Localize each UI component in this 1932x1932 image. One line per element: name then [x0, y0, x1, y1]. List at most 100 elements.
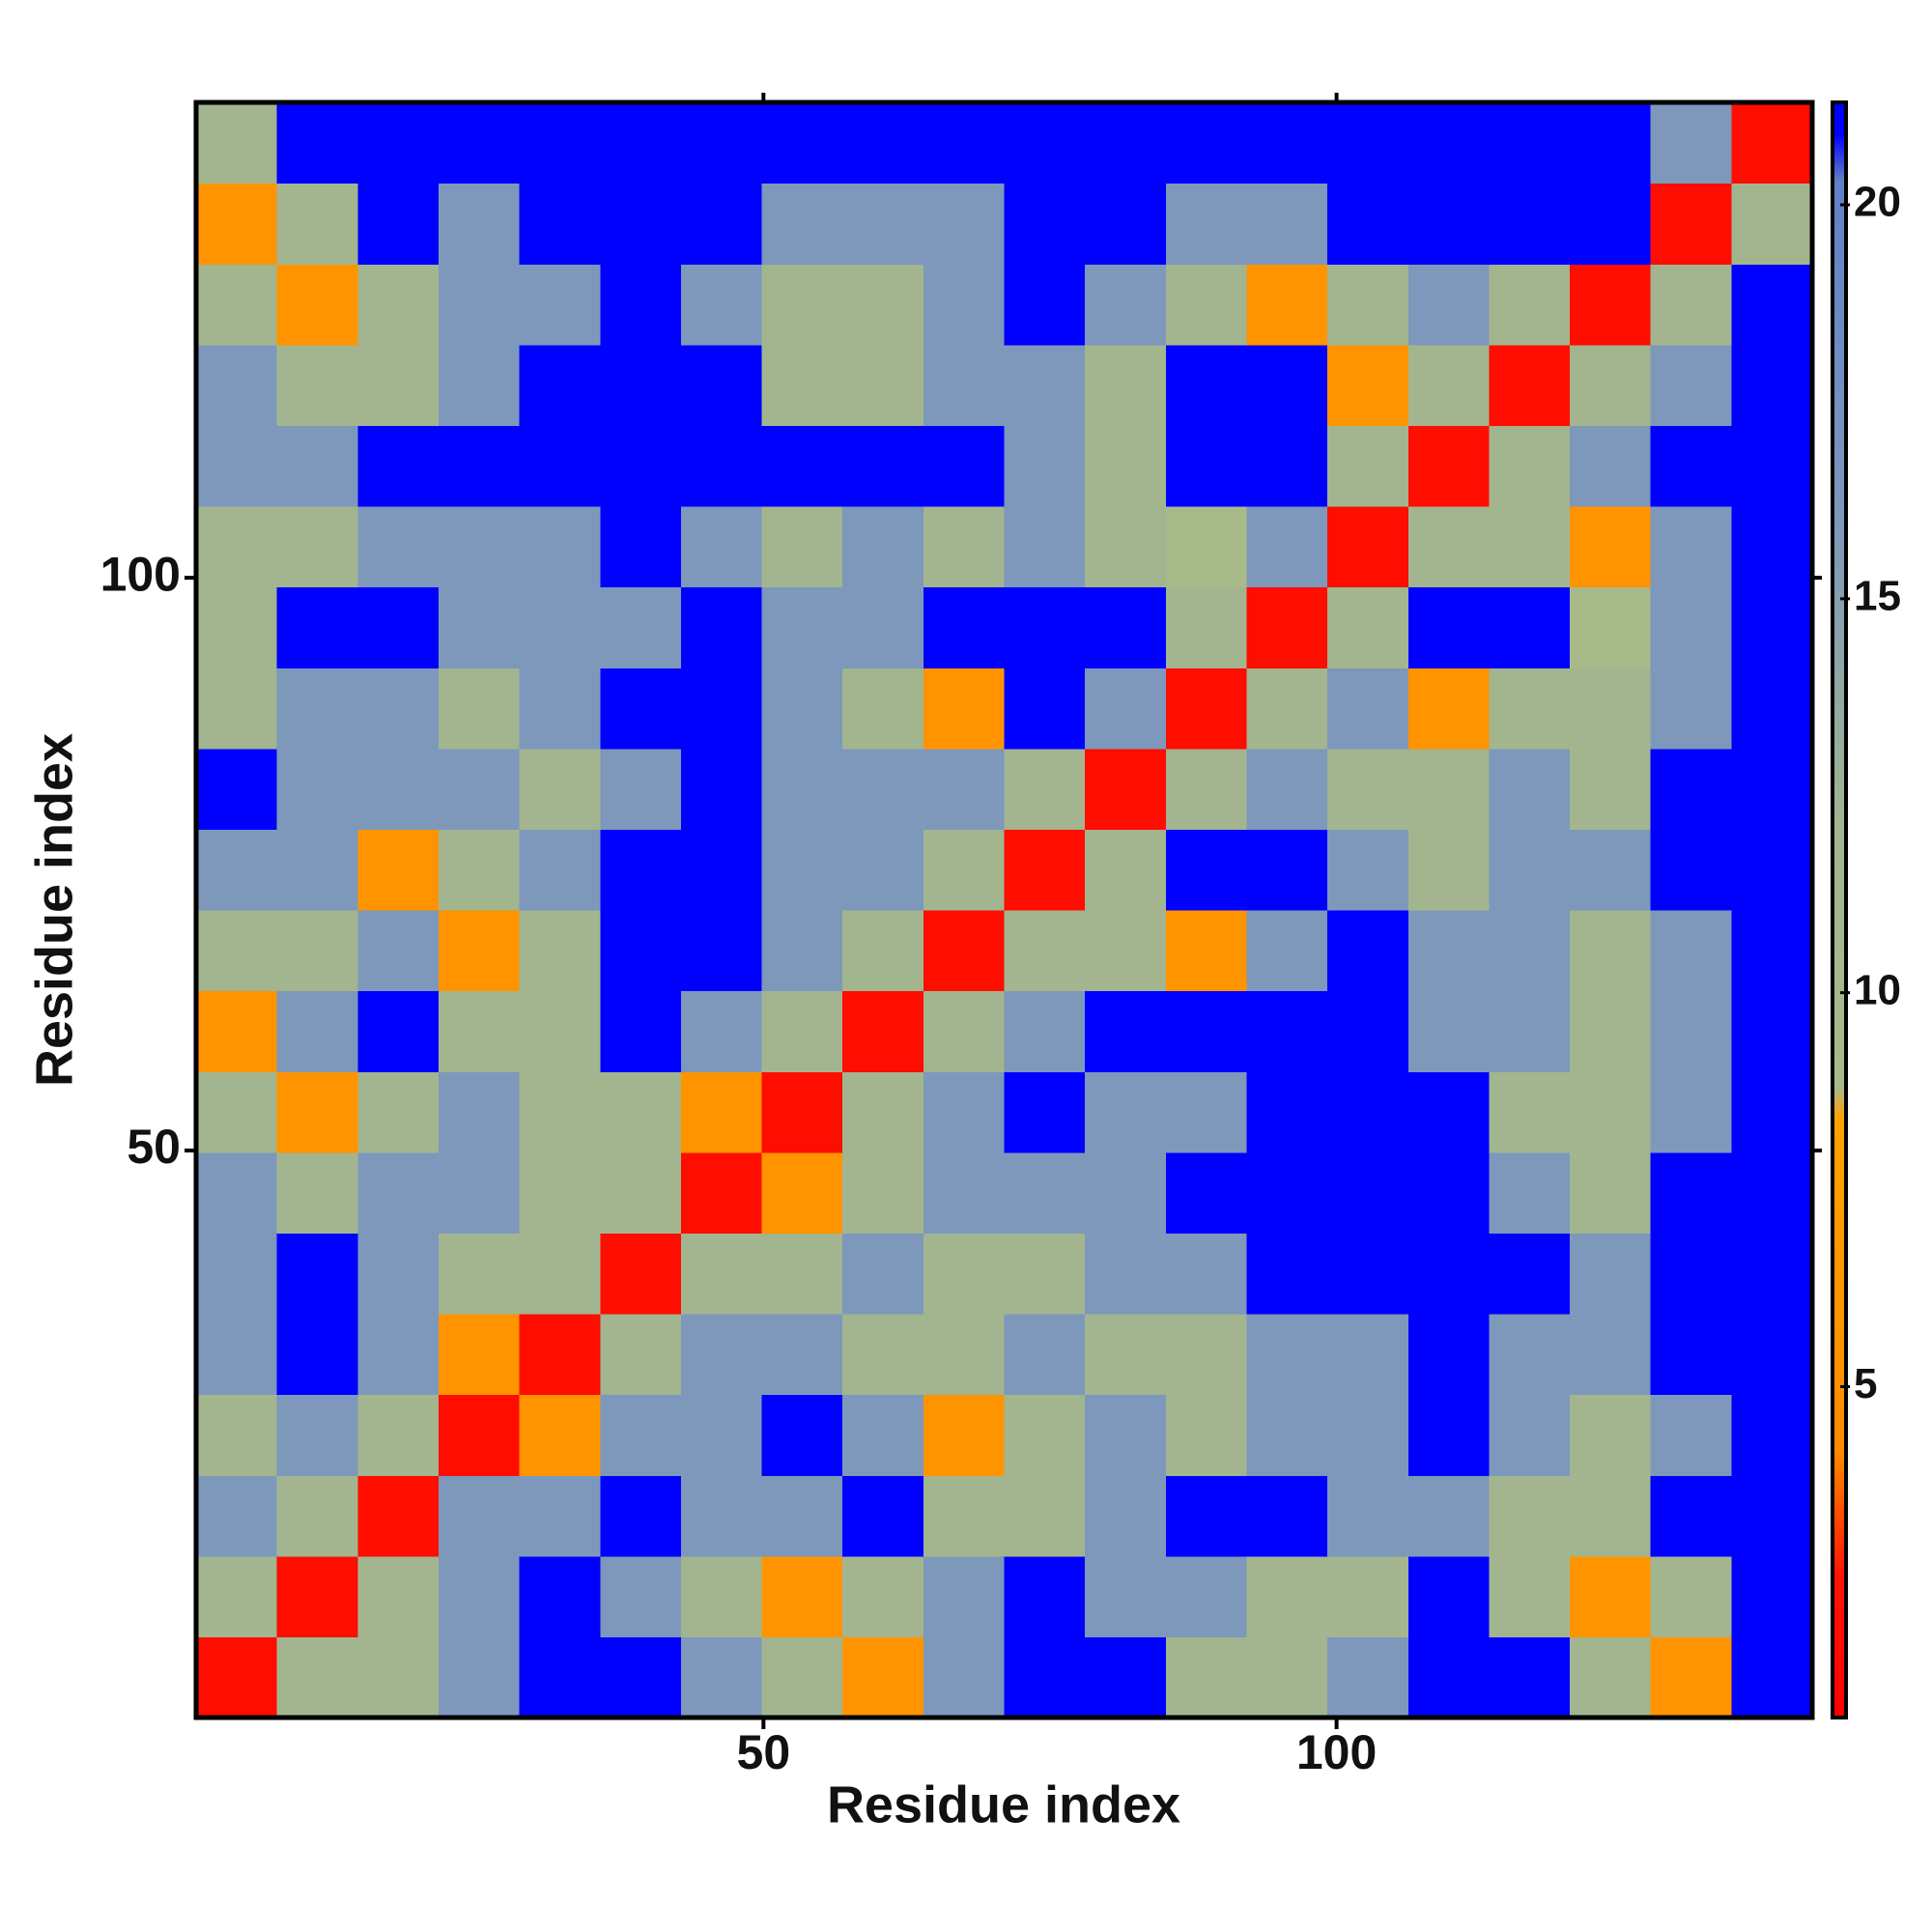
heatmap-cell	[1407, 102, 1490, 185]
heatmap-cell	[761, 1394, 843, 1476]
heatmap-cell	[1489, 1151, 1571, 1234]
heatmap-cell	[761, 990, 843, 1072]
heatmap-cell	[276, 586, 358, 668]
heatmap-cell	[1731, 506, 1813, 588]
heatmap-cell	[438, 1314, 521, 1396]
heatmap-cell	[680, 264, 763, 346]
heatmap-cell	[276, 668, 358, 750]
heatmap-cell	[1327, 829, 1409, 911]
heatmap-cell	[1085, 1071, 1167, 1153]
heatmap-cell	[680, 1636, 763, 1719]
heatmap-cell	[1731, 1071, 1813, 1153]
heatmap-cell	[276, 990, 358, 1072]
heatmap-cell	[1246, 668, 1328, 750]
heatmap-cell	[1407, 668, 1490, 750]
heatmap-cell	[923, 1233, 1006, 1315]
heatmap-cell	[600, 1636, 682, 1719]
heatmap-cell	[1327, 748, 1409, 830]
heatmap-cell	[519, 183, 601, 265]
heatmap-cell	[600, 910, 682, 992]
heatmap-cell	[1165, 990, 1248, 1072]
heatmap-cell	[519, 344, 601, 426]
heatmap-cell	[438, 1071, 521, 1153]
heatmap-cell	[1489, 344, 1571, 426]
heatmap-cell	[680, 183, 763, 265]
heatmap-cell	[1407, 425, 1490, 507]
heatmap-cell	[1489, 1071, 1571, 1153]
heatmap-cell	[357, 425, 440, 507]
heatmap-cell	[1731, 1475, 1813, 1557]
heatmap-cell	[600, 668, 682, 750]
heatmap-cell	[1327, 668, 1409, 750]
heatmap-cell	[1731, 1314, 1813, 1396]
heatmap-cell	[1570, 1071, 1652, 1153]
heatmap-cell	[1327, 1475, 1409, 1557]
heatmap-cell	[1731, 344, 1813, 426]
heatmap-cell	[600, 344, 682, 426]
heatmap-cell	[680, 1314, 763, 1396]
heatmap-cell	[1246, 425, 1328, 507]
heatmap-cell	[357, 990, 440, 1072]
heatmap-cell	[680, 1555, 763, 1637]
heatmap-cell	[1489, 668, 1571, 750]
heatmap-cell	[842, 1394, 924, 1476]
heatmap-cell	[923, 425, 1006, 507]
heatmap-cell	[1570, 748, 1652, 830]
heatmap-cell	[276, 748, 358, 830]
heatmap-cell	[761, 1555, 843, 1637]
heatmap-cell	[1570, 1394, 1652, 1476]
heatmap-cell	[196, 1475, 278, 1557]
heatmap-cell	[761, 910, 843, 992]
heatmap-cell	[842, 910, 924, 992]
heatmap-cell	[1004, 264, 1086, 346]
heatmap-cell	[1407, 344, 1490, 426]
heatmap-cell	[1327, 1071, 1409, 1153]
colorbar	[1831, 100, 1848, 1719]
heatmap-cell	[600, 506, 682, 588]
heatmap-cell	[1407, 586, 1490, 668]
heatmap-cell	[1489, 1475, 1571, 1557]
heatmap-cell	[1650, 344, 1732, 426]
x-axis-title: Residue index	[827, 1776, 1180, 1833]
heatmap-cell	[1489, 506, 1571, 588]
heatmap-cell	[1004, 344, 1086, 426]
heatmap-cell	[357, 748, 440, 830]
heatmap-cell	[680, 748, 763, 830]
heatmap-cell	[1570, 586, 1652, 668]
heatmap-cell	[519, 668, 601, 750]
heatmap-cell	[1731, 1394, 1813, 1476]
heatmap-cell	[1570, 1636, 1652, 1719]
heatmap-cell	[519, 425, 601, 507]
heatmap-cell	[438, 1394, 521, 1476]
heatmap-cell	[1650, 586, 1732, 668]
heatmap-cell	[1165, 344, 1248, 426]
heatmap-cell	[1327, 1636, 1409, 1719]
heatmap-cell	[1731, 748, 1813, 830]
heatmap-cell	[1004, 586, 1086, 668]
heatmap-cell	[1570, 183, 1652, 265]
heatmap-cell	[1570, 264, 1652, 346]
heatmap-cell	[519, 506, 601, 588]
heatmap-cell	[276, 1475, 358, 1557]
heatmap-cell	[1085, 668, 1167, 750]
heatmap-cell	[1731, 829, 1813, 911]
heatmap-cell	[923, 1394, 1006, 1476]
heatmap-cell	[1246, 1233, 1328, 1315]
heatmap-cell	[1004, 1151, 1086, 1234]
heatmap-cell	[1085, 1314, 1167, 1396]
heatmap-cell	[1650, 910, 1732, 992]
heatmap-cell	[1004, 1475, 1086, 1557]
heatmap-cell	[1489, 748, 1571, 830]
heatmap-cell	[276, 183, 358, 265]
heatmap-cell	[1327, 990, 1409, 1072]
heatmap-cell	[196, 586, 278, 668]
heatmap-cell	[1085, 1394, 1167, 1476]
heatmap-cell	[1731, 183, 1813, 265]
heatmap-cell	[519, 102, 601, 185]
heatmap-cell	[680, 344, 763, 426]
heatmap-cell	[680, 1475, 763, 1557]
heatmap-cell	[1650, 990, 1732, 1072]
heatmap-cell	[923, 1555, 1006, 1637]
heatmap-cell	[1489, 586, 1571, 668]
heatmap-cell	[600, 1394, 682, 1476]
